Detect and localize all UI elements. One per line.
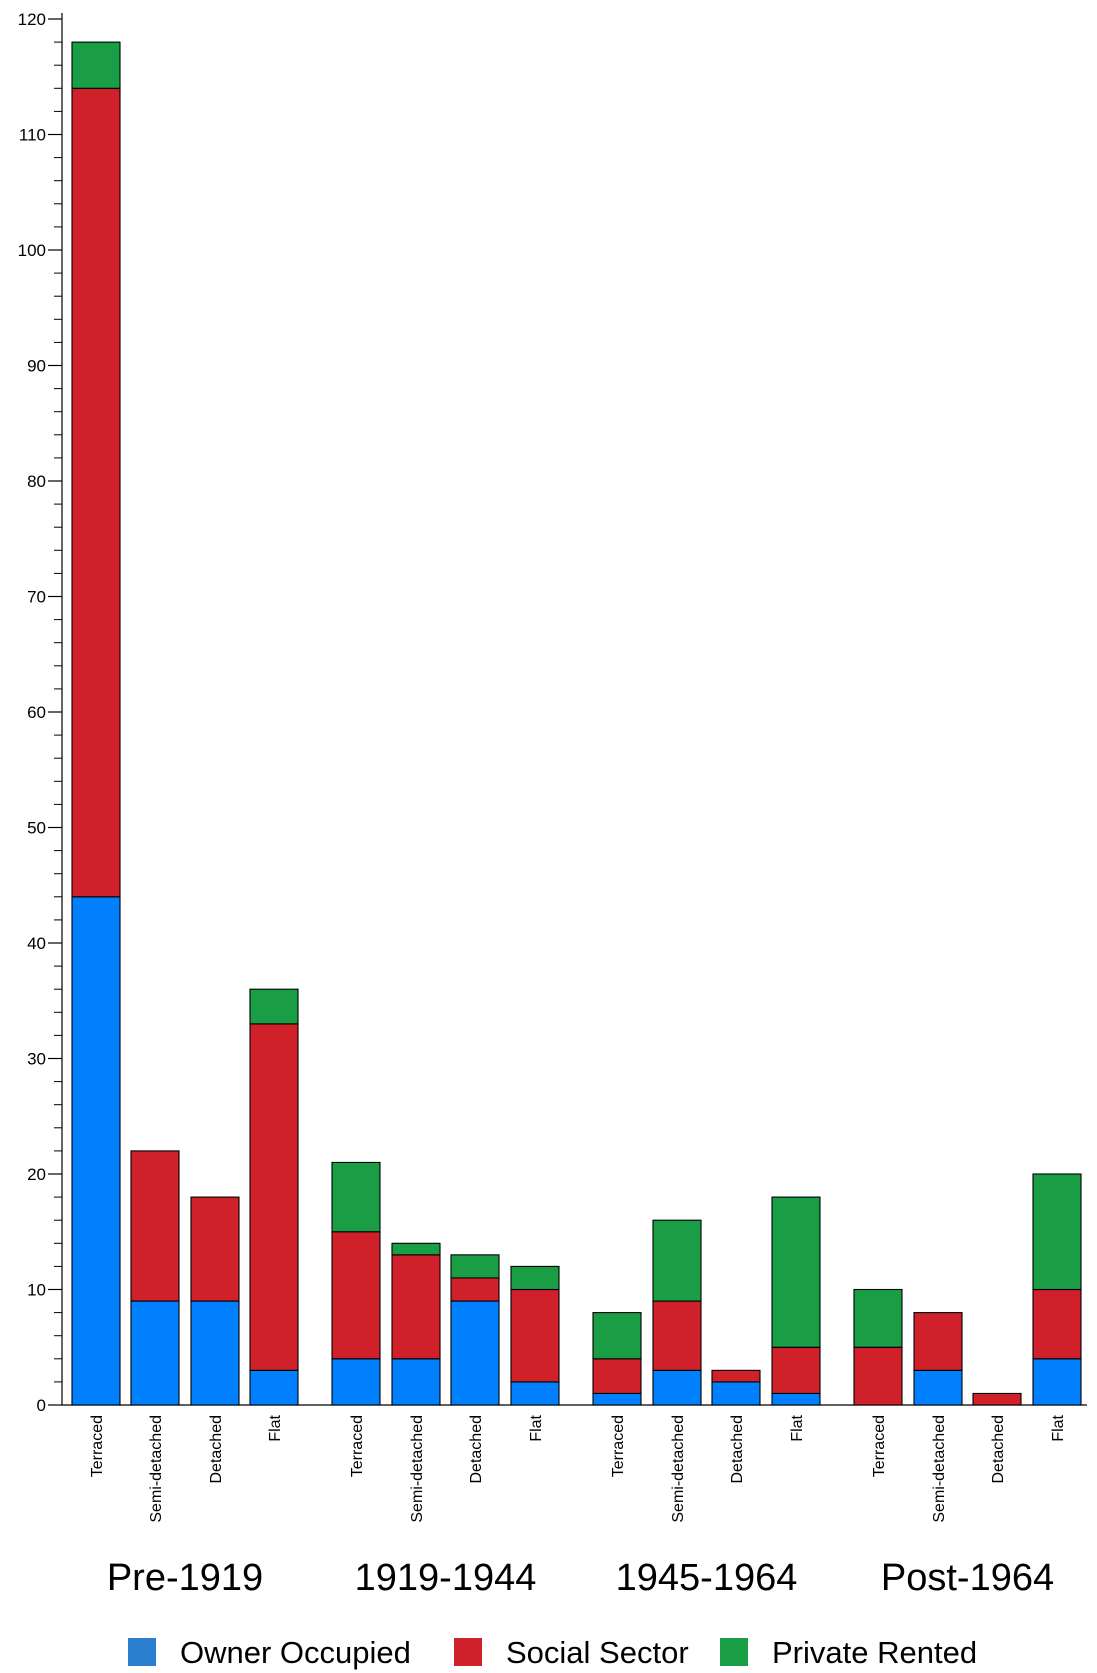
x-tick-label: Detached (990, 1415, 1007, 1484)
bar-segment (711, 1381, 761, 1406)
bar-segment (652, 1219, 702, 1302)
bar-segment (450, 1277, 500, 1302)
bar-segment (190, 1196, 240, 1302)
bar-segment (510, 1381, 560, 1406)
bar-segment (450, 1254, 500, 1279)
x-tick-label: Semi-detached (409, 1415, 426, 1523)
bar-segment (510, 1288, 560, 1383)
group-label: 1945-1964 (616, 1557, 798, 1599)
x-tick-label: Flat (1050, 1414, 1067, 1441)
y-tick-label: 40 (27, 934, 46, 953)
bar-segment (249, 1023, 299, 1371)
y-tick-label: 60 (27, 703, 46, 722)
bar-segment (1032, 1288, 1082, 1360)
bar-segment (771, 1196, 821, 1348)
y-tick-label: 110 (19, 126, 46, 145)
x-tick-label: Semi-detached (670, 1415, 687, 1523)
bar-segment (71, 896, 121, 1406)
bar-segment (913, 1312, 963, 1371)
bar-segment (130, 1150, 180, 1302)
x-tick-label: Flat (267, 1414, 284, 1441)
x-tick-label: Terraced (871, 1415, 888, 1477)
bar-segment (71, 87, 121, 898)
legend-item: Social Sector (454, 1635, 689, 1670)
x-tick-label: Detached (468, 1415, 485, 1484)
bar-segment (71, 41, 121, 89)
bar-segment (391, 1242, 441, 1256)
bars (71, 41, 1082, 1406)
bar-segment (652, 1300, 702, 1371)
legend-item: Owner Occupied (128, 1635, 411, 1670)
bar-segment (249, 988, 299, 1025)
group-labels: Pre-1919 1919-1944 1945-1964 Post-1964 (107, 1557, 1054, 1599)
y-tick-label: 0 (37, 1396, 46, 1415)
bar-segment (592, 1392, 642, 1406)
x-tick-label: Detached (208, 1415, 225, 1484)
legend: Owner Occupied Social Sector Private Rente… (128, 1635, 977, 1670)
legend-label: Owner Occupied (180, 1635, 411, 1670)
x-tick-label: Terraced (349, 1415, 366, 1477)
group-label: Pre-1919 (107, 1557, 263, 1599)
bar-segment (853, 1346, 903, 1406)
bar-segment (652, 1369, 702, 1406)
x-tick-label: Flat (789, 1414, 806, 1441)
bar-segment (592, 1358, 642, 1395)
bar-segment (771, 1392, 821, 1406)
x-tick-label: Detached (729, 1415, 746, 1484)
x-tick-label: Flat (528, 1414, 545, 1441)
bar-segment (771, 1346, 821, 1395)
bar-segment (711, 1369, 761, 1383)
bar-segment (331, 1358, 381, 1406)
bar-segment (1032, 1173, 1082, 1291)
x-tick-label: Semi-detached (931, 1415, 948, 1523)
y-tick-label: 100 (18, 241, 46, 260)
x-tick-label: Terraced (610, 1415, 627, 1477)
category-labels: Terraced Semi-detached Detached Flat Terrace… (89, 1414, 1067, 1522)
bar-segment (331, 1161, 381, 1233)
group-label: 1919-1944 (355, 1557, 537, 1599)
bar-segment (1032, 1358, 1082, 1406)
x-tick-label: Semi-detached (148, 1415, 165, 1523)
y-tick-label: 90 (27, 357, 46, 376)
bar-segment (450, 1300, 500, 1406)
bar-segment (913, 1369, 963, 1406)
bar-segment (190, 1300, 240, 1406)
legend-swatch (720, 1638, 748, 1666)
bar-segment (130, 1300, 180, 1406)
bar-segment (249, 1369, 299, 1406)
legend-swatch (128, 1638, 156, 1666)
legend-label: Social Sector (506, 1635, 689, 1670)
bar-segment (972, 1392, 1022, 1406)
legend-item: Private Rented (720, 1635, 977, 1670)
y-tick-label: 70 (27, 588, 46, 607)
y-tick-label: 20 (27, 1165, 46, 1184)
group-label: Post-1964 (881, 1557, 1054, 1599)
bar-segment (592, 1312, 642, 1360)
bar-segment (391, 1254, 441, 1360)
x-tick-label: Terraced (89, 1415, 106, 1477)
y-tick-label: 10 (27, 1281, 46, 1300)
bar-segment (853, 1288, 903, 1348)
bar-segment (331, 1231, 381, 1360)
bar-segment (510, 1265, 560, 1291)
y-tick-label: 80 (27, 472, 46, 491)
legend-swatch (454, 1638, 482, 1666)
legend-label: Private Rented (772, 1635, 977, 1670)
y-tick-label: 30 (27, 1050, 46, 1069)
bar-segment (391, 1358, 441, 1406)
y-tick-label: 120 (18, 10, 46, 29)
y-tick-label: 50 (27, 819, 46, 838)
